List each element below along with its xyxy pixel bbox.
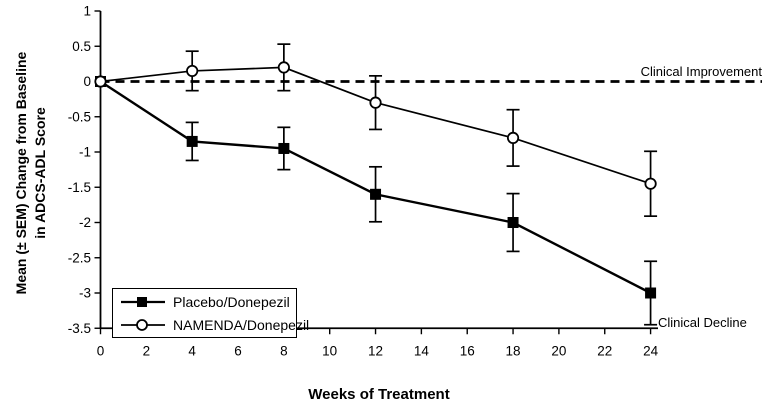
x-tick-label: 12	[368, 343, 383, 358]
y-tick-labels: 1 0.5 0 -0.5 -1 -1.5 -2 -2.5 -3 -3.5	[68, 4, 101, 336]
y-tick-label: 0	[83, 74, 91, 89]
legend-label-placebo: Placebo/Donepezil	[173, 293, 290, 310]
data-point-square	[645, 287, 657, 299]
x-tick-label: 0	[97, 343, 105, 358]
x-tick-label: 4	[188, 343, 196, 358]
data-point-square	[370, 188, 382, 200]
y-tick-label: -3.5	[68, 321, 91, 336]
data-point-circle	[277, 61, 290, 74]
legend: Placebo/Donepezil NAMENDA/Donepezil	[112, 288, 309, 338]
y-tick-label: -1.5	[68, 180, 91, 195]
data-point-circle	[644, 177, 657, 190]
y-tick-label: -0.5	[68, 109, 91, 124]
x-tick-label: 10	[322, 343, 337, 358]
y-tick-label: -3	[79, 286, 91, 301]
x-tick-label: 6	[234, 343, 242, 358]
y-tick-label: -2	[79, 215, 91, 230]
series-line	[99, 80, 652, 295]
x-tick-label: 24	[643, 343, 659, 358]
y-axis-title: Mean (± SEM) Change from Baseline in ADC…	[12, 0, 52, 353]
y-tick-label: 0.5	[72, 39, 91, 54]
data-point-square	[278, 142, 290, 154]
x-tick-label: 8	[280, 343, 288, 358]
clinical-decline-label: Clinical Decline	[658, 315, 747, 330]
y-tick-label: -1	[79, 145, 91, 160]
x-tick-label: 20	[551, 343, 566, 358]
open-circle-marker-icon	[121, 318, 165, 331]
legend-item-placebo: Placebo/Donepezil	[120, 290, 296, 313]
x-tick-label: 22	[597, 343, 612, 358]
data-point-square	[186, 135, 198, 147]
y-axis-title-line1: Mean (± SEM) Change from Baseline	[13, 51, 29, 295]
x-tick-label: 16	[460, 343, 475, 358]
data-point-circle	[186, 64, 199, 78]
legend-label-namenda: NAMENDA/Donepezil	[173, 316, 310, 333]
data-point-circle	[506, 131, 520, 144]
x-tick-label: 18	[506, 343, 521, 358]
data-point-circle	[369, 96, 382, 109]
y-tick-label: 1	[83, 4, 91, 19]
x-tick-label: 2	[143, 343, 151, 358]
data-point-circle	[94, 75, 107, 88]
series-line	[100, 66, 651, 185]
clinical-improvement-label: Clinical Improvement	[640, 64, 762, 79]
series-open-circle	[94, 43, 658, 218]
legend-item-namenda: NAMENDA/Donepezil	[120, 313, 309, 336]
filled-square-marker-icon	[121, 296, 165, 307]
y-tick-label: -2.5	[68, 250, 91, 265]
x-axis-title: Weeks of Treatment	[308, 386, 450, 403]
x-tick-labels: 0 2 4 6 8 10 12 14 16 18 20 22 24	[97, 328, 659, 358]
axes	[99, 11, 658, 330]
y-axis-title-line2: in ADCS-ADL Score	[32, 107, 48, 239]
x-tick-label: 14	[414, 343, 430, 358]
data-point-square	[507, 217, 519, 228]
